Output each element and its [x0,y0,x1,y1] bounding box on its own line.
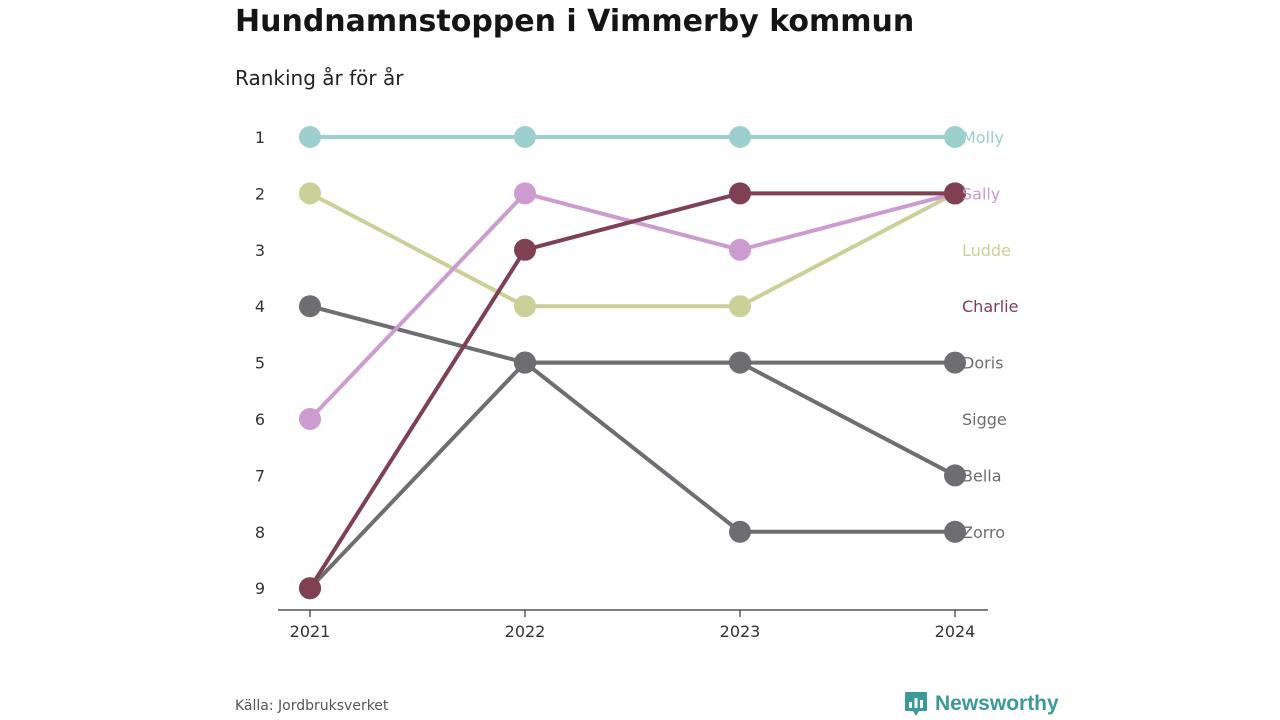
end-label-zorro: Zorro [962,523,1005,542]
series-line [308,191,957,309]
data-point [514,295,536,318]
data-point [514,182,536,205]
data-point [729,295,751,318]
brand: Newsworthy [904,690,1059,718]
data-point [299,126,321,148]
series-layer [299,126,966,600]
end-labels: Molly Sally Ludde Charlie Doris Sigge Bella Zor… [962,128,1018,542]
end-label-molly: Molly [962,128,1004,147]
data-point [299,408,321,430]
series-line [523,360,957,534]
end-label-bella: Bella [962,466,1002,485]
end-label-sigge: Sigge [962,410,1007,429]
x-tick-label: 2023 [720,622,761,641]
y-tick-label: 4 [255,297,265,316]
data-point [729,126,751,148]
data-point [944,464,966,487]
y-axis: 1 2 3 4 5 6 7 8 9 [255,128,265,598]
brand-name: Newsworthy [935,692,1059,715]
source-note: Källa: Jordbruksverket [235,698,389,714]
series-zorro [514,351,966,543]
data-point [299,577,321,600]
x-tick-label: 2024 [935,622,976,641]
y-tick-label: 3 [255,241,265,260]
y-tick-label: 8 [255,523,265,542]
series-charlie [299,182,966,600]
chart-title: Hundnamnstoppen i Vimmerby kommun [235,4,915,39]
bump-chart: 1 2 3 4 5 6 7 8 9 2021 2022 2023 2024 Molly Sally Lud… [255,126,1018,641]
data-point [729,182,751,205]
y-tick-label: 9 [255,579,265,598]
y-tick-label: 6 [255,410,265,429]
series-bella [299,351,966,600]
series-line [308,360,957,591]
data-point [944,182,966,205]
x-tick-label: 2022 [505,622,546,641]
data-point [729,351,751,374]
end-label-charlie: Charlie [962,297,1018,316]
end-label-ludde: Ludde [962,241,1011,260]
data-point [944,520,966,543]
data-point [299,295,321,318]
x-tick-label: 2021 [290,622,331,641]
data-point [514,126,536,148]
data-point [514,351,536,374]
y-tick-label: 1 [255,128,265,147]
newsworthy-logo-icon [905,692,927,716]
data-point [944,351,966,374]
end-label-doris: Doris [962,354,1003,373]
end-label-sally: Sally [962,184,1000,203]
data-point [729,238,751,261]
y-tick-label: 2 [255,184,265,203]
series-ludde [299,182,966,318]
chart-subtitle: Ranking år för år [235,66,404,90]
series-line [308,191,957,591]
x-axis: 2021 2022 2023 2024 [278,609,988,641]
series-molly [299,126,966,148]
data-point [514,238,536,261]
data-point [944,126,966,148]
data-point [299,182,321,205]
y-tick-label: 5 [255,354,265,373]
data-point [729,520,751,543]
y-tick-label: 7 [255,466,265,485]
